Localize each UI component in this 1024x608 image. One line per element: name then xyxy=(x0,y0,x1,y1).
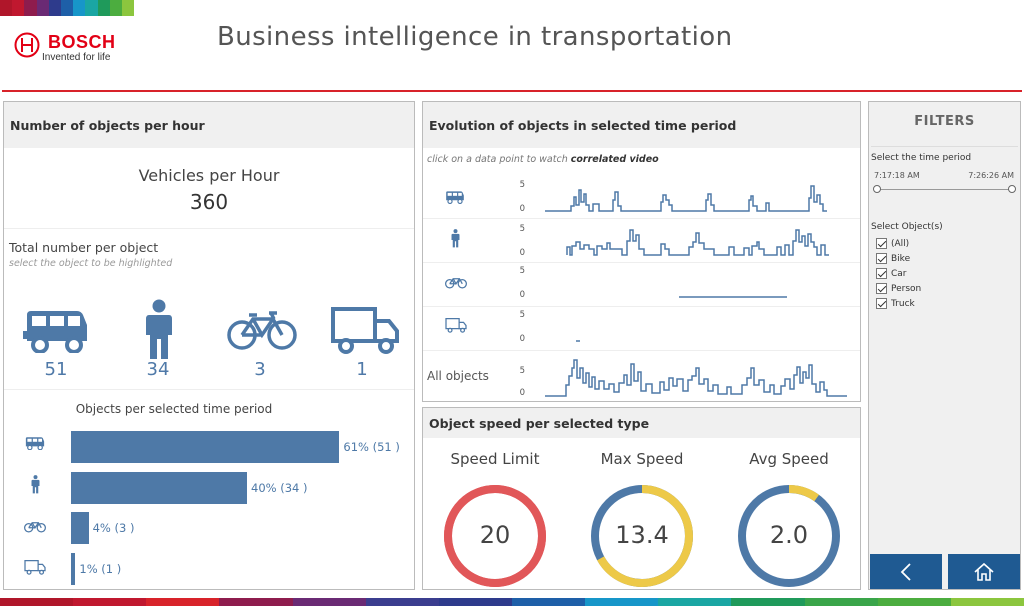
evolution-panel: Evolution of objects in selected time pe… xyxy=(422,101,861,402)
max-speed-value: 13.4 xyxy=(615,521,669,549)
objects-per-period-title: Objects per selected time period xyxy=(75,402,273,416)
panel-title: Number of objects per hour xyxy=(4,102,414,148)
axis-label: 0 xyxy=(519,204,525,214)
car-count: 51 xyxy=(44,359,68,380)
row-divider xyxy=(423,262,860,263)
chevron-left-icon xyxy=(900,562,911,581)
axis-label: 5 xyxy=(519,266,525,276)
all-objects-label: All objects xyxy=(427,369,489,383)
vehicles-per-hour-value: 360 xyxy=(189,190,229,214)
axis-label: 5 xyxy=(519,180,525,190)
bosch-logo: BOSCH Invented for life xyxy=(14,32,116,64)
checkbox-checked-icon[interactable] xyxy=(876,283,887,294)
brand-stripe-top xyxy=(0,0,135,16)
home-button[interactable] xyxy=(948,554,1020,589)
time-period-label: Select the time period xyxy=(871,153,972,163)
select-objects-label: Select Object(s) xyxy=(871,222,943,232)
filter-option-person[interactable]: Person xyxy=(876,283,921,294)
evolution-hint: click on a data point to watch correlate… xyxy=(427,154,659,165)
max-speed-gauge[interactable] xyxy=(590,484,694,588)
bike-icon[interactable] xyxy=(227,311,297,351)
time-start: 7:17:18 AM xyxy=(874,171,920,180)
filters-panel: FILTERS Select the time period 7:17:18 A… xyxy=(868,101,1021,590)
truck-icon[interactable] xyxy=(331,307,399,355)
car-icon[interactable] xyxy=(24,436,46,450)
car-icon xyxy=(446,191,464,204)
back-button[interactable] xyxy=(870,554,942,589)
divider xyxy=(4,228,414,229)
objects-per-hour-panel: Number of objects per hour Vehicles per … xyxy=(3,101,415,590)
axis-label: 0 xyxy=(519,334,525,344)
filter-option-car[interactable]: Car xyxy=(876,268,907,279)
speed-limit-value: 20 xyxy=(479,521,511,549)
car-bar[interactable] xyxy=(71,431,340,463)
evolution-sparklines[interactable] xyxy=(423,102,860,401)
person-count: 34 xyxy=(146,359,170,380)
person-icon[interactable] xyxy=(145,299,173,361)
vehicles-per-hour-label: Vehicles per Hour xyxy=(138,166,280,185)
truck-bar[interactable] xyxy=(71,553,76,585)
logo-brand: BOSCH xyxy=(48,32,116,52)
axis-label: 0 xyxy=(519,388,525,398)
filters-title: FILTERS xyxy=(914,114,975,129)
truck-bar-label: 1% (1 ) xyxy=(79,562,122,576)
bike-bar[interactable] xyxy=(71,512,89,544)
axis-label: 0 xyxy=(519,290,525,300)
bosch-armature-icon xyxy=(14,32,40,58)
row-divider xyxy=(423,306,860,307)
avg-speed-value: 2.0 xyxy=(769,521,809,549)
filter-option-all[interactable]: (All) xyxy=(876,238,909,249)
avg-speed-gauge[interactable] xyxy=(737,484,841,588)
person-icon[interactable] xyxy=(31,475,40,494)
axis-label: 0 xyxy=(519,248,525,258)
row-divider xyxy=(423,218,860,219)
brand-stripe-bottom xyxy=(0,598,1024,606)
person-series-line xyxy=(566,229,829,256)
time-slider-track[interactable] xyxy=(876,189,1014,190)
row-divider xyxy=(423,350,860,351)
all-objects-series-line xyxy=(545,359,847,397)
car-bar-label: 61% (51 ) xyxy=(343,440,400,454)
panel-title: Object speed per selected type xyxy=(423,408,860,438)
speed-limit-gauge[interactable] xyxy=(443,484,547,588)
avg-speed-title: Avg Speed xyxy=(749,450,829,468)
person-bar[interactable] xyxy=(71,472,247,504)
filter-option-truck[interactable]: Truck xyxy=(876,298,915,309)
header-divider xyxy=(2,90,1022,92)
total-per-object-title: Total number per object xyxy=(9,240,159,255)
car-series-line xyxy=(545,185,827,212)
car-icon[interactable] xyxy=(23,307,91,353)
filter-option-bike[interactable]: Bike xyxy=(876,253,910,264)
home-icon xyxy=(974,562,994,581)
logo-tagline: Invented for life xyxy=(42,52,111,63)
checkbox-checked-icon[interactable] xyxy=(876,268,887,279)
total-per-object-subtitle: select the object to be highlighted xyxy=(9,258,173,269)
max-speed-title: Max Speed xyxy=(600,450,684,468)
checkbox-checked-icon[interactable] xyxy=(876,298,887,309)
divider xyxy=(871,146,1018,147)
axis-label: 5 xyxy=(519,224,525,234)
speed-panel: Object speed per selected type Speed Lim… xyxy=(422,407,861,590)
checkbox-checked-icon[interactable] xyxy=(876,238,887,249)
truck-count: 1 xyxy=(356,359,368,380)
time-slider-end-handle[interactable] xyxy=(1008,185,1016,193)
checkbox-checked-icon[interactable] xyxy=(876,253,887,264)
person-bar-label: 40% (34 ) xyxy=(251,481,308,495)
speed-limit-title: Speed Limit xyxy=(450,450,540,468)
truck-icon[interactable] xyxy=(24,560,46,575)
axis-label: 5 xyxy=(519,310,525,320)
divider xyxy=(4,389,414,390)
page-title: Business intelligence in transportation xyxy=(217,22,733,52)
bike-count: 3 xyxy=(254,359,266,380)
time-end: 7:26:26 AM xyxy=(968,171,1014,180)
bike-bar-label: 4% (3 ) xyxy=(92,521,135,535)
truck-icon xyxy=(445,318,467,333)
time-slider-start-handle[interactable] xyxy=(873,185,881,193)
bike-icon[interactable] xyxy=(24,520,46,533)
axis-label: 5 xyxy=(519,366,525,376)
panel-title: Evolution of objects in selected time pe… xyxy=(423,102,860,148)
person-icon xyxy=(451,229,460,248)
bike-icon xyxy=(445,278,467,289)
